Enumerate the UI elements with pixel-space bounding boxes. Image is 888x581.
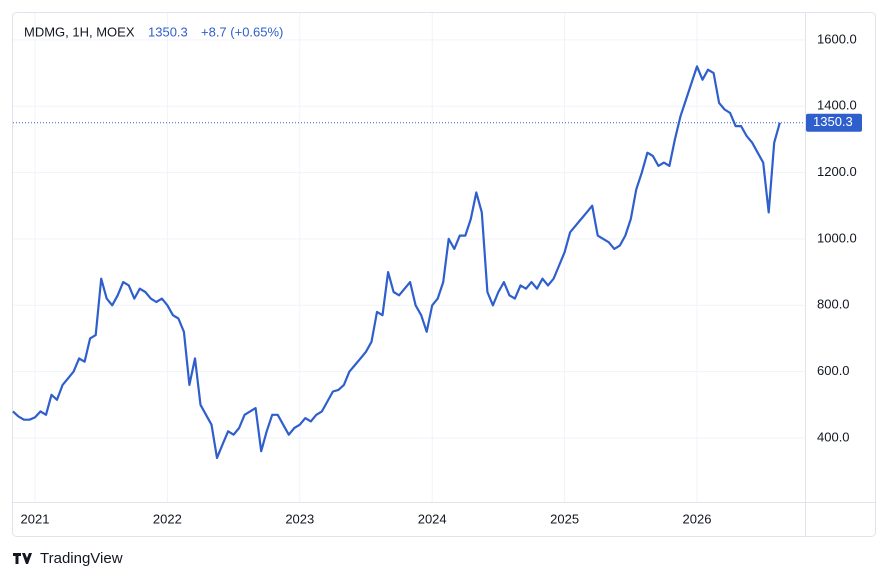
price-line bbox=[12, 65, 781, 459]
logo bbox=[13, 553, 32, 564]
y-tick-label: 400.0 bbox=[817, 429, 850, 444]
x-tick-label: 2024 bbox=[418, 511, 447, 526]
last-price-box bbox=[806, 113, 862, 132]
source: TradingView bbox=[40, 550, 123, 567]
y-tick-label: 1600.0 bbox=[817, 31, 857, 46]
last-price-label: 1350.3 bbox=[813, 114, 853, 129]
x-tick-label: 2022 bbox=[153, 511, 182, 526]
quote: 1350.3 bbox=[148, 24, 188, 39]
chart-title: MDMG, 1H, MOEX bbox=[24, 24, 135, 39]
y-tick-label: 1000.0 bbox=[817, 230, 857, 245]
plot bbox=[12, 65, 805, 459]
x-tick-label: 2026 bbox=[683, 511, 712, 526]
y-tick-label: 600.0 bbox=[817, 363, 850, 378]
grid bbox=[13, 13, 805, 502]
x-tick-label: 2023 bbox=[285, 511, 314, 526]
change: +8.7 (+0.65%) bbox=[201, 24, 283, 39]
y-tick-label: 1200.0 bbox=[817, 164, 857, 179]
x-tick-label: 2025 bbox=[550, 511, 579, 526]
x-tick-label: 2021 bbox=[21, 511, 50, 526]
y-tick-label: 800.0 bbox=[817, 297, 850, 312]
y-tick-label: 1400.0 bbox=[817, 98, 857, 113]
